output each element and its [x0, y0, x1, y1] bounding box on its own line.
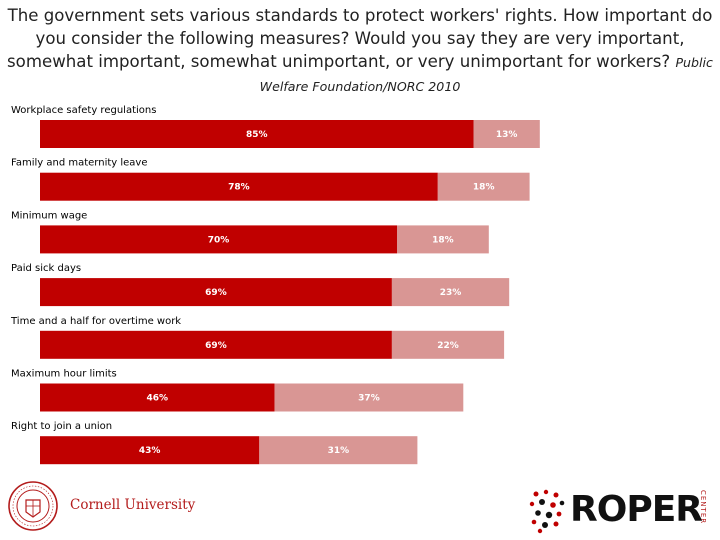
bar-very-important [40, 172, 438, 201]
bar-very-important [40, 330, 392, 359]
bar-value-label: 69% [205, 288, 227, 298]
source-text: Public Welfare Foundation/NORC 2010 [259, 55, 713, 94]
bar-somewhat-important [391, 330, 505, 359]
bar-somewhat-important [259, 436, 418, 465]
bar-very-important [40, 383, 275, 412]
bar-value-label: 78% [228, 183, 250, 193]
roper-center-logo: ROPER CENTER [528, 488, 714, 534]
bar-very-important [40, 436, 260, 465]
category-label: Minimum wage [11, 210, 87, 221]
category-label: Time and a half for overtime work [10, 316, 181, 327]
bar-somewhat-important [473, 120, 540, 148]
bar-very-important [40, 225, 397, 254]
chart-title: The government sets various standards to… [6, 4, 714, 98]
bar-value-label: 85% [246, 130, 268, 140]
bar-very-important [40, 120, 474, 148]
bar-very-important [40, 278, 392, 307]
roper-center-label: CENTER [699, 490, 707, 525]
bar-value-label: 46% [147, 394, 169, 404]
stacked-bar-chart: Workplace safety regulations 85% 13% Family… [10, 105, 540, 465]
cornell-logo: Cornell University [6, 480, 206, 532]
category-label: Workplace safety regulations [11, 105, 156, 116]
bar-value-label: 18% [473, 183, 495, 193]
cornell-university-label: Cornell University [70, 497, 196, 513]
bar-value-label: 18% [432, 235, 454, 245]
bar-value-label: 31% [328, 446, 350, 456]
cornell-seal-icon [8, 481, 58, 531]
category-label: Family and maternity leave [11, 158, 148, 169]
bar-value-label: 13% [496, 130, 518, 140]
bar-somewhat-important [274, 383, 464, 412]
roper-wordmark: ROPER [570, 489, 703, 530]
bar-somewhat-important [391, 278, 510, 307]
bar-value-label: 23% [440, 288, 462, 298]
bar-value-label: 22% [437, 341, 459, 351]
category-label: Maximum hour limits [11, 369, 117, 380]
bar-value-label: 37% [358, 394, 380, 404]
category-label: Paid sick days [11, 263, 81, 274]
category-label: Right to join a union [11, 421, 112, 432]
question-text: The government sets various standards to… [7, 6, 713, 71]
bar-value-label: 69% [205, 341, 227, 351]
bar-somewhat-important [397, 225, 489, 254]
bar-somewhat-important [437, 172, 530, 201]
roper-dots-icon [529, 489, 565, 534]
bar-value-label: 70% [208, 235, 230, 245]
bar-value-label: 43% [139, 446, 161, 456]
